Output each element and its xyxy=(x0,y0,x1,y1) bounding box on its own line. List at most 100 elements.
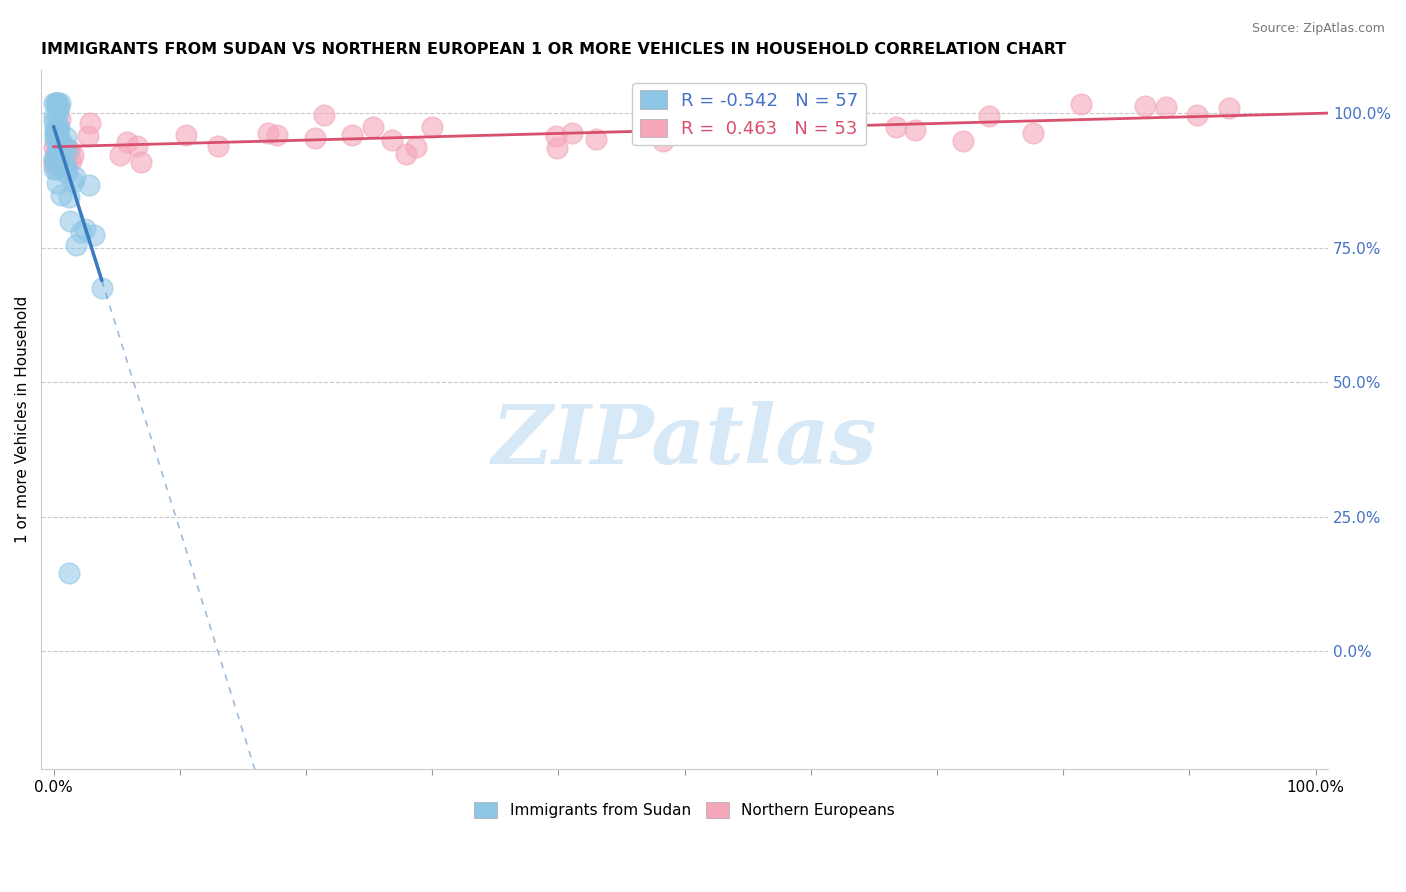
Point xyxy=(46,95,69,110)
Point xyxy=(48,121,70,136)
Point xyxy=(70,225,93,239)
Point xyxy=(48,100,70,114)
Point xyxy=(48,141,70,155)
Point xyxy=(127,138,149,153)
Point xyxy=(772,121,794,136)
Point xyxy=(46,158,69,172)
Point xyxy=(46,125,69,139)
Point xyxy=(48,135,70,149)
Point xyxy=(652,134,675,148)
Point xyxy=(129,154,152,169)
Point xyxy=(44,153,66,167)
Point xyxy=(60,154,83,169)
Point xyxy=(207,138,229,153)
Point xyxy=(56,165,79,179)
Point xyxy=(46,95,69,110)
Point xyxy=(42,115,65,129)
Point xyxy=(76,128,98,143)
Point xyxy=(45,176,67,190)
Point xyxy=(52,157,75,171)
Point xyxy=(1022,126,1045,140)
Point xyxy=(546,140,568,154)
Point xyxy=(44,140,66,154)
Point xyxy=(42,109,65,123)
Point xyxy=(53,159,76,173)
Text: Source: ZipAtlas.com: Source: ZipAtlas.com xyxy=(1251,22,1385,36)
Point xyxy=(55,145,77,160)
Point xyxy=(53,139,76,153)
Point xyxy=(780,126,803,140)
Point xyxy=(45,95,67,110)
Point xyxy=(45,162,67,177)
Text: IMMIGRANTS FROM SUDAN VS NORTHERN EUROPEAN 1 OR MORE VEHICLES IN HOUSEHOLD CORRE: IMMIGRANTS FROM SUDAN VS NORTHERN EUROPE… xyxy=(41,42,1066,57)
Point xyxy=(952,134,974,148)
Point xyxy=(48,144,70,158)
Point xyxy=(46,109,69,123)
Point xyxy=(46,102,69,116)
Point xyxy=(585,131,607,145)
Legend: Immigrants from Sudan, Northern Europeans: Immigrants from Sudan, Northern European… xyxy=(468,797,901,824)
Point xyxy=(1218,101,1240,115)
Point xyxy=(45,145,67,159)
Point xyxy=(49,95,72,110)
Point xyxy=(44,128,66,142)
Point xyxy=(381,132,404,146)
Point xyxy=(174,128,197,142)
Point xyxy=(561,126,583,140)
Point xyxy=(46,146,69,161)
Point xyxy=(405,140,427,154)
Point xyxy=(59,214,82,228)
Point xyxy=(90,281,112,295)
Point xyxy=(49,149,72,163)
Point xyxy=(45,95,67,110)
Point xyxy=(55,129,77,144)
Point xyxy=(53,140,76,154)
Point xyxy=(884,120,907,134)
Point xyxy=(52,153,75,168)
Point xyxy=(51,134,73,148)
Point xyxy=(266,128,288,142)
Point xyxy=(45,132,67,146)
Point xyxy=(48,120,70,135)
Point xyxy=(58,566,80,580)
Point xyxy=(257,126,280,140)
Point xyxy=(395,147,418,161)
Point xyxy=(48,133,70,147)
Point xyxy=(361,120,384,134)
Point xyxy=(58,143,80,157)
Point xyxy=(979,110,1001,124)
Point xyxy=(1133,99,1156,113)
Point xyxy=(44,133,66,147)
Point xyxy=(58,190,80,204)
Point xyxy=(65,238,87,252)
Point xyxy=(45,120,67,134)
Point xyxy=(46,145,69,159)
Point xyxy=(62,175,84,189)
Point xyxy=(58,143,80,157)
Point xyxy=(1185,108,1208,122)
Point xyxy=(342,128,364,142)
Point xyxy=(46,125,69,139)
Point xyxy=(304,131,326,145)
Point xyxy=(903,123,925,137)
Y-axis label: 1 or more Vehicles in Household: 1 or more Vehicles in Household xyxy=(15,296,30,543)
Point xyxy=(312,108,335,122)
Point xyxy=(44,154,66,169)
Point xyxy=(44,157,66,171)
Point xyxy=(83,227,105,242)
Point xyxy=(42,162,65,177)
Text: ZIPatlas: ZIPatlas xyxy=(492,401,877,481)
Point xyxy=(62,147,84,161)
Point xyxy=(115,135,138,149)
Point xyxy=(1154,100,1177,114)
Point xyxy=(42,95,65,110)
Point xyxy=(44,122,66,136)
Point xyxy=(108,148,131,162)
Point xyxy=(75,222,97,236)
Point xyxy=(44,126,66,140)
Point xyxy=(46,138,69,153)
Point xyxy=(77,178,100,193)
Point xyxy=(544,128,567,143)
Point xyxy=(48,142,70,156)
Point xyxy=(46,141,69,155)
